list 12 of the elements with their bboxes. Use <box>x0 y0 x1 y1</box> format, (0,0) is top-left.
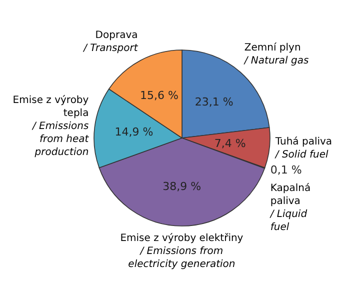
slice-label: Tuhá paliva / Solid fuel <box>274 136 332 161</box>
slice-label: Zemní plyn / Natural gas <box>243 42 309 67</box>
slice-label: Doprava / Transport <box>82 30 139 54</box>
data-label: 7,4 % <box>214 136 246 150</box>
data-label: 14,9 % <box>114 126 154 139</box>
data-label: 0,1 % <box>270 164 302 177</box>
slice-label: Emise z výroby elektřiny / Emissions from electricity generation <box>120 233 244 270</box>
slice-label: Kapalná paliva / Liquid fuel <box>269 183 311 234</box>
data-label: 38,9 % <box>162 180 202 193</box>
data-label: 15,6 % <box>140 88 178 102</box>
data-label: 23,1 % <box>194 95 234 108</box>
slice-label: Emise z výroby tepla / Emissions from heat production <box>12 95 90 158</box>
